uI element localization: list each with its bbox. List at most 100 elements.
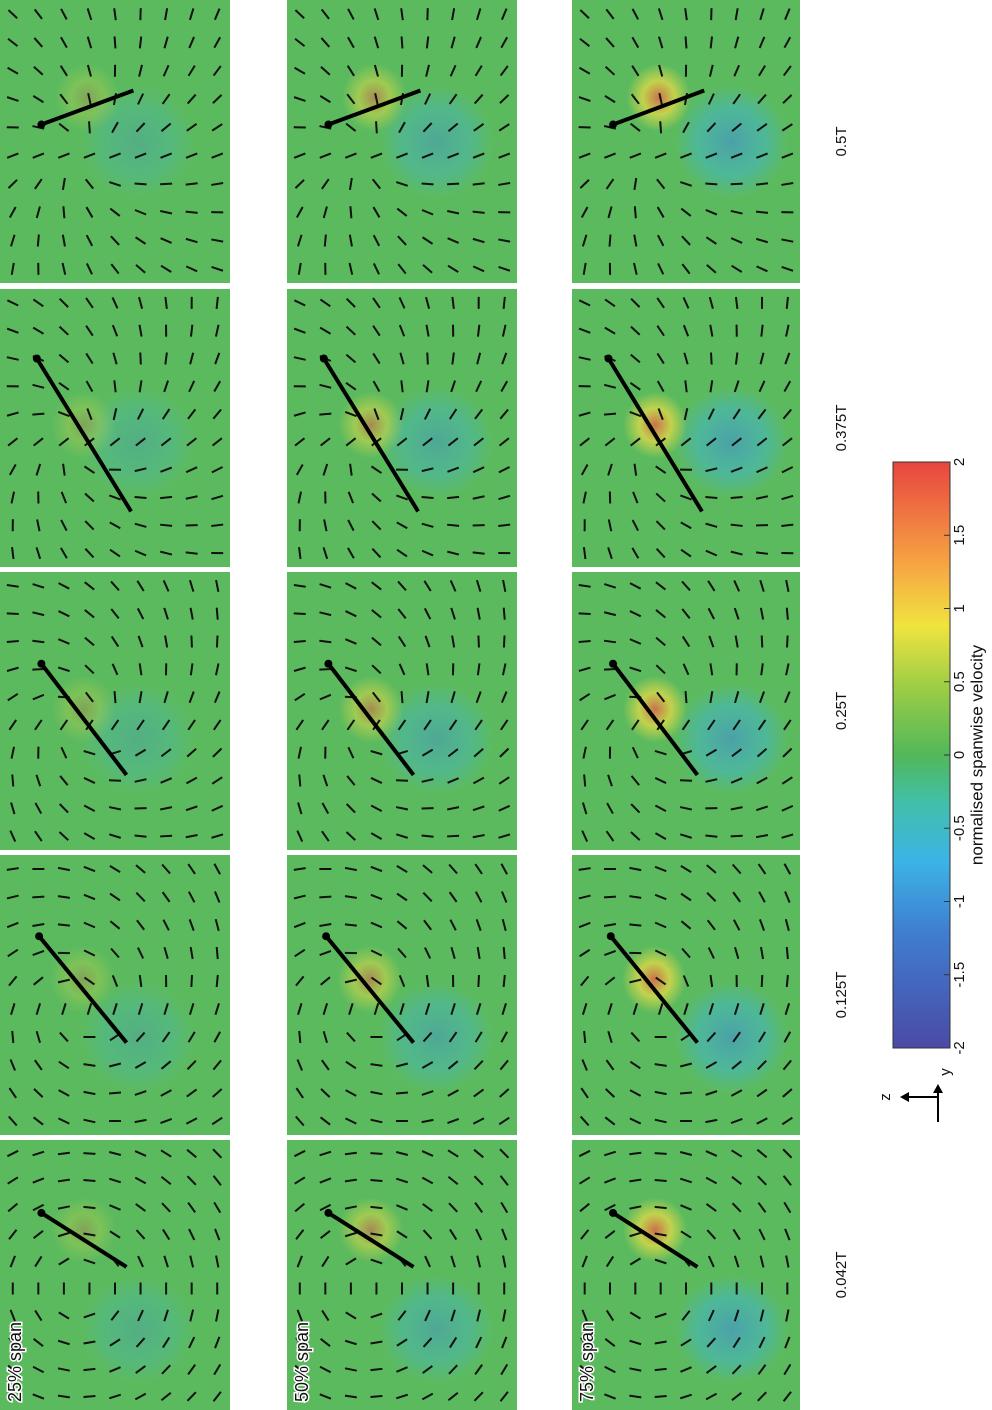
velocity-vector [58,1257,70,1266]
velocity-vector [475,691,482,704]
velocity-vector [319,412,332,416]
velocity-vector [35,463,42,476]
velocity-vector [345,610,357,618]
velocity-vector [758,380,766,393]
velocity-vector [396,494,408,501]
hot-region [337,945,402,1014]
velocity-vector [680,1204,692,1211]
velocity-vector [679,1091,693,1095]
velocity-vector [293,411,306,417]
velocity-vector [705,1365,717,1374]
velocity-vector [108,1091,122,1095]
velocity-vector [34,178,43,190]
velocity-vector [629,923,642,927]
velocity-vector [680,1366,692,1373]
velocity-vector [35,1002,42,1016]
time-label: 0.125T [833,972,850,1019]
velocity-vector [86,64,92,77]
velocity-vector [111,975,119,987]
velocity-vector [185,237,198,244]
velocity-vector [398,324,406,337]
velocity-vector [319,383,332,389]
velocity-vector [109,521,121,530]
velocity-vector [32,1365,45,1374]
velocity-vector [578,867,591,871]
velocity-vector [189,663,194,676]
velocity-vector [83,1152,96,1155]
velocity-vector [447,495,460,500]
velocity-vector [160,1391,172,1402]
velocity-vector [215,635,219,648]
velocity-vector [294,437,306,447]
velocity-vector [629,1205,642,1210]
velocity-vector [583,774,587,787]
velocity-vector [60,519,68,532]
velocity-vector [603,412,617,416]
velocity-vector [730,1089,743,1097]
velocity-vector [11,774,15,787]
velocity-vector [734,352,739,365]
velocity-vector [705,209,718,216]
velocity-vector [110,580,120,592]
velocity-vector [757,1391,767,1402]
velocity-vector [62,206,66,219]
velocity-vector [161,719,171,731]
velocity-vector [629,1257,641,1266]
velocity-vector [189,946,194,960]
velocity-vector [84,178,94,190]
velocity-vector [706,1031,717,1043]
velocity-vector [423,719,432,731]
velocity-vector [211,437,223,447]
velocity-vector [502,579,507,592]
velocity-vector [629,1231,642,1238]
velocity-vector [447,1060,459,1070]
velocity-vector [346,65,355,77]
velocity-vector [654,1395,667,1398]
velocity-vector [733,1255,740,1268]
cold-region [674,386,789,498]
velocity-vector [630,437,641,447]
velocity-vector [474,863,483,875]
velocity-vector [112,352,118,365]
velocity-vector [781,265,794,272]
velocity-vector [447,182,460,186]
velocity-vector [344,1151,357,1156]
velocity-vector [185,805,198,812]
velocity-vector [499,408,509,420]
velocity-vector [708,296,714,309]
velocity-vector [371,691,381,703]
velocity-vector [423,408,432,420]
velocity-vector [705,182,718,186]
velocity-vector [189,1309,195,1322]
velocity-vector [475,919,482,931]
velocity-vector [498,804,511,812]
velocity-vector [450,946,456,960]
velocity-vector [319,1203,332,1212]
velocity-vector [423,919,432,931]
velocity-vector [757,1202,767,1213]
velocity-vector [731,437,742,447]
flow-panel [572,572,800,850]
velocity-vector [370,1340,383,1345]
velocity-vector [760,663,764,676]
plate [324,934,416,1044]
velocity-vector [705,549,718,557]
velocity-vector [109,892,121,902]
velocity-vector [370,1395,383,1398]
velocity-vector [782,437,793,447]
velocity-vector [108,181,122,187]
velocity-vector [708,1002,715,1016]
velocity-vector [85,297,94,309]
velocity-vector [319,95,331,104]
velocity-vector [60,746,68,759]
velocity-vector [212,65,222,77]
velocity-vector [679,181,693,187]
velocity-vector [135,892,146,902]
velocity-vector [58,437,70,447]
velocity-vector [421,522,434,528]
velocity-vector [348,234,353,247]
velocity-vector [7,948,19,958]
velocity-vector [578,666,591,672]
velocity-vector [396,1338,408,1347]
velocity-vector [760,974,764,988]
